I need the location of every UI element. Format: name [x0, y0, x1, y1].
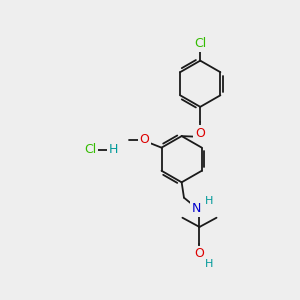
Text: H: H — [205, 196, 213, 206]
Text: O: O — [194, 248, 204, 260]
Text: Cl: Cl — [194, 37, 206, 50]
Text: O: O — [140, 134, 149, 146]
Text: H: H — [205, 259, 213, 269]
Text: Cl: Cl — [84, 143, 96, 157]
Text: N: N — [192, 202, 201, 215]
Text: O: O — [195, 127, 205, 140]
Text: H: H — [109, 143, 118, 157]
